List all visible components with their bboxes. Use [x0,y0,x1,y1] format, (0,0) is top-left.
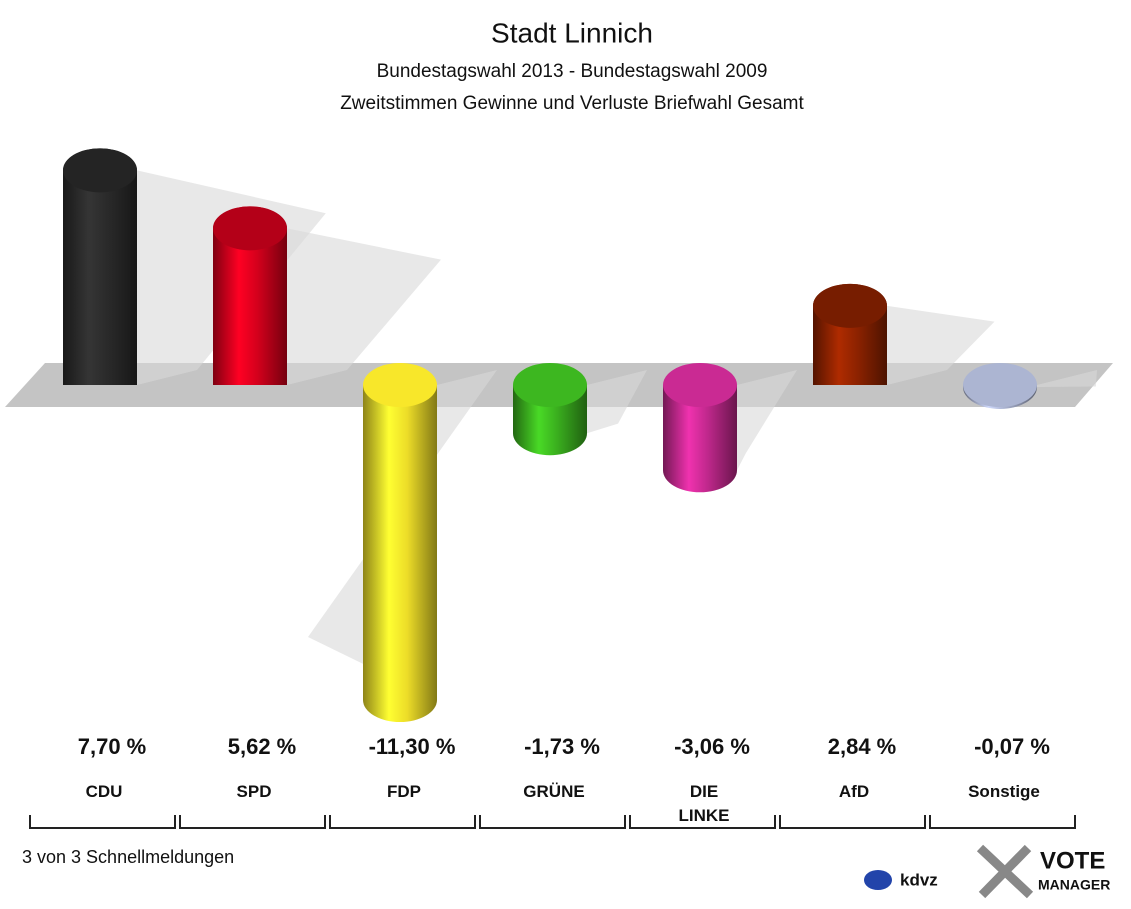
bracket [779,815,926,829]
bracket [329,815,476,829]
chart-subtitle: Bundestagswahl 2013 - Bundestagswahl 200… [377,61,768,82]
bar-shadow [587,370,647,434]
bar-shadow [287,228,441,385]
logo-cross [976,844,1034,899]
bracket [929,815,1076,829]
chart-title: Stadt Linnich [491,17,653,48]
bar-cap [663,363,737,407]
bar-cap [213,206,287,251]
bracket [179,815,326,829]
value-label: 7,70 % [78,734,147,759]
chart-subtitle: Zweitstimmen Gewinne und Verluste Briefw… [340,93,804,114]
bar-shadow [887,305,995,385]
bar-shadow [737,370,797,471]
value-label: 2,84 % [828,734,897,759]
x-tick-label: CDU [85,782,123,801]
bracket [29,815,176,829]
bar [213,228,287,385]
x-tick-label: FDP [387,782,421,801]
bar-end [663,448,737,493]
x-tick-label: SPD [236,782,272,801]
x-tick-label: GRÜNE [523,782,585,801]
x-tick-label: Sonstige [968,782,1040,801]
bar [363,385,437,700]
footer-note: 3 von 3 Schnellmeldungen [22,847,234,867]
bar [63,170,137,385]
value-label: -3,06 % [674,734,750,759]
logo-text: VOTE [1040,847,1105,874]
bars [63,148,1097,722]
bracket [629,815,776,829]
logo-icon [864,870,892,890]
bar-cap [513,363,587,407]
bar-cap [963,363,1037,407]
value-label: -11,30 % [369,734,456,759]
value-label: -1,73 % [524,734,600,759]
logo-text: MANAGER [1038,877,1110,893]
value-label: -0,07 % [974,734,1050,759]
bar-shadow [1037,370,1097,387]
bracket [479,815,626,829]
logo-text: kdvz [900,870,938,889]
bar-cap [813,283,887,328]
x-tick-label: AfD [838,782,870,801]
value-label: 5,62 % [228,734,297,759]
x-tick-label: DIE LINKE [678,782,730,825]
bar-cap [63,148,137,193]
bar-cap [363,363,437,407]
bar-end [363,678,437,722]
bar-end [513,411,587,456]
